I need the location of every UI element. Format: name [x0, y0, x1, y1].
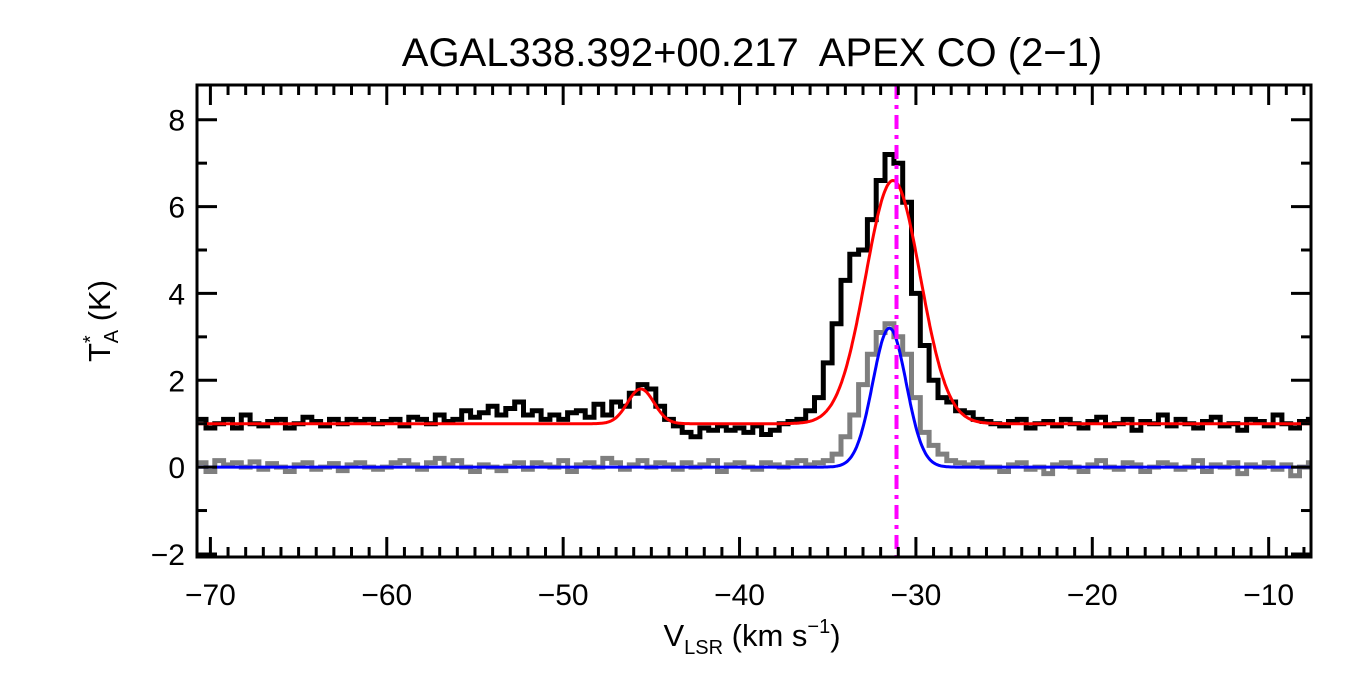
co21-spectrum-histogram [197, 152, 1311, 440]
x-tick-label: −70 [185, 579, 236, 612]
x-tick-label: −60 [361, 579, 412, 612]
y-tick-label: 4 [168, 278, 185, 311]
plot-frame [195, 83, 1313, 559]
y-axis-label: T*A (K) [80, 280, 123, 362]
x-axis-label: VLSR (km s−1) [663, 616, 840, 659]
y-tick-label: 2 [168, 365, 185, 398]
x-tick-label: −30 [890, 579, 941, 612]
red-gaussian-fit-line [197, 178, 1311, 426]
y-tick-label: 6 [168, 192, 185, 225]
second-spectrum-histogram [197, 321, 1311, 479]
x-tick-label: −20 [1067, 579, 1118, 612]
blue-gaussian-fit-line [197, 326, 1311, 469]
chart-title: AGAL338.392+00.217 APEX CO (2−1) [402, 31, 1102, 75]
x-tick-label: −50 [538, 579, 589, 612]
y-tick-label: 0 [168, 452, 185, 485]
x-tick-label: −10 [1243, 579, 1294, 612]
y-tick-label: 8 [168, 105, 185, 138]
y-tick-label: −2 [151, 539, 185, 572]
x-tick-label: −40 [714, 579, 765, 612]
